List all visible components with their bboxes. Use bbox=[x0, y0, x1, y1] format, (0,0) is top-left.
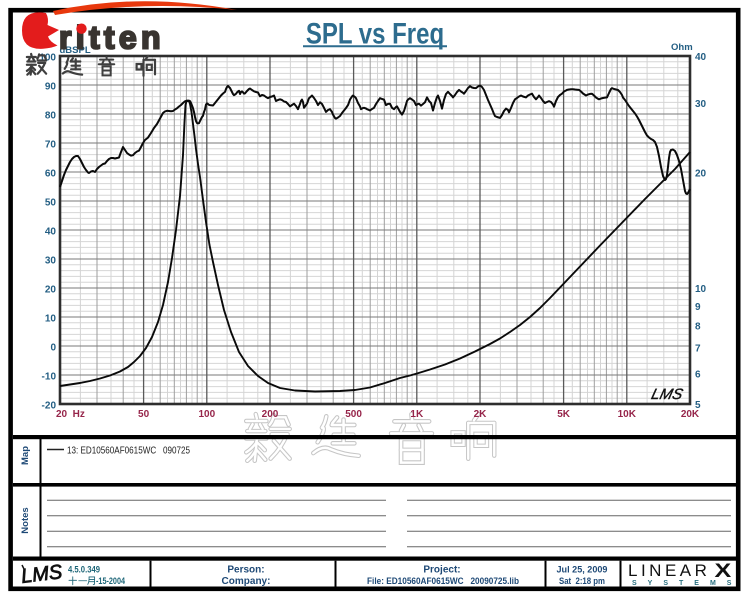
svg-text:Person:: Person: bbox=[227, 565, 264, 576]
svg-text:500: 500 bbox=[345, 409, 362, 420]
svg-text:10: 10 bbox=[695, 284, 707, 295]
svg-text:File: ED10560AF0615WC 200907: File: ED10560AF0615WC 20090725.lib bbox=[367, 576, 519, 587]
svg-text:Notes: Notes bbox=[20, 507, 31, 533]
svg-text:80: 80 bbox=[45, 111, 57, 122]
svg-text:30: 30 bbox=[695, 99, 707, 110]
svg-text:9: 9 bbox=[695, 302, 701, 313]
svg-text:6: 6 bbox=[695, 370, 701, 381]
svg-text:SPL vs Freq: SPL vs Freq bbox=[306, 16, 444, 50]
svg-text:Project:: Project: bbox=[423, 565, 460, 576]
svg-text:100: 100 bbox=[198, 409, 215, 420]
svg-text:Company:: Company: bbox=[222, 576, 271, 587]
svg-text:200: 200 bbox=[262, 409, 279, 420]
svg-text:5K: 5K bbox=[557, 409, 571, 420]
svg-text:7: 7 bbox=[695, 344, 701, 355]
svg-text:X: X bbox=[715, 560, 732, 581]
svg-text:60: 60 bbox=[45, 169, 57, 180]
svg-text:10: 10 bbox=[45, 314, 57, 325]
svg-text:Jul 25, 2009: Jul 25, 2009 bbox=[557, 565, 608, 576]
svg-text:Sat 2:18 pm: Sat 2:18 pm bbox=[559, 576, 605, 587]
svg-text:0: 0 bbox=[50, 343, 56, 354]
svg-text:Map: Map bbox=[20, 446, 31, 465]
svg-text:ritten: ritten bbox=[59, 20, 165, 56]
svg-text:20: 20 bbox=[45, 285, 57, 296]
svg-text:-20: -20 bbox=[42, 401, 57, 412]
svg-text:20K: 20K bbox=[681, 409, 700, 420]
svg-text:40: 40 bbox=[695, 52, 707, 63]
svg-text:20 Hz: 20 Hz bbox=[56, 409, 85, 420]
svg-text:Ohm: Ohm bbox=[671, 42, 693, 53]
svg-text:13: ED10560AF0615WC 090725: 13: ED10560AF0615WC 090725 bbox=[67, 445, 190, 457]
svg-text:100: 100 bbox=[39, 53, 56, 64]
svg-text:10K: 10K bbox=[618, 409, 637, 420]
svg-text:LMS: LMS bbox=[650, 386, 685, 403]
svg-text:70: 70 bbox=[45, 140, 57, 151]
svg-text:1K: 1K bbox=[410, 409, 424, 420]
svg-text:50: 50 bbox=[45, 198, 57, 209]
svg-text:-10: -10 bbox=[42, 372, 57, 383]
svg-text:50: 50 bbox=[138, 409, 150, 420]
svg-text:-15-2004: -15-2004 bbox=[96, 576, 126, 587]
svg-text:5: 5 bbox=[695, 400, 701, 411]
svg-text:8: 8 bbox=[695, 321, 701, 332]
svg-text:SYSTEMS: SYSTEMS bbox=[632, 580, 742, 587]
svg-text:LMS: LMS bbox=[20, 561, 64, 588]
svg-text:4.5.0.349: 4.5.0.349 bbox=[68, 565, 100, 576]
svg-text:dBSPL: dBSPL bbox=[60, 45, 91, 56]
svg-text:90: 90 bbox=[45, 82, 57, 93]
svg-text:30: 30 bbox=[45, 256, 57, 267]
svg-text:2K: 2K bbox=[474, 409, 488, 420]
svg-text:20: 20 bbox=[695, 169, 707, 180]
svg-text:LINEAR: LINEAR bbox=[628, 561, 710, 580]
svg-text:40: 40 bbox=[45, 227, 57, 238]
